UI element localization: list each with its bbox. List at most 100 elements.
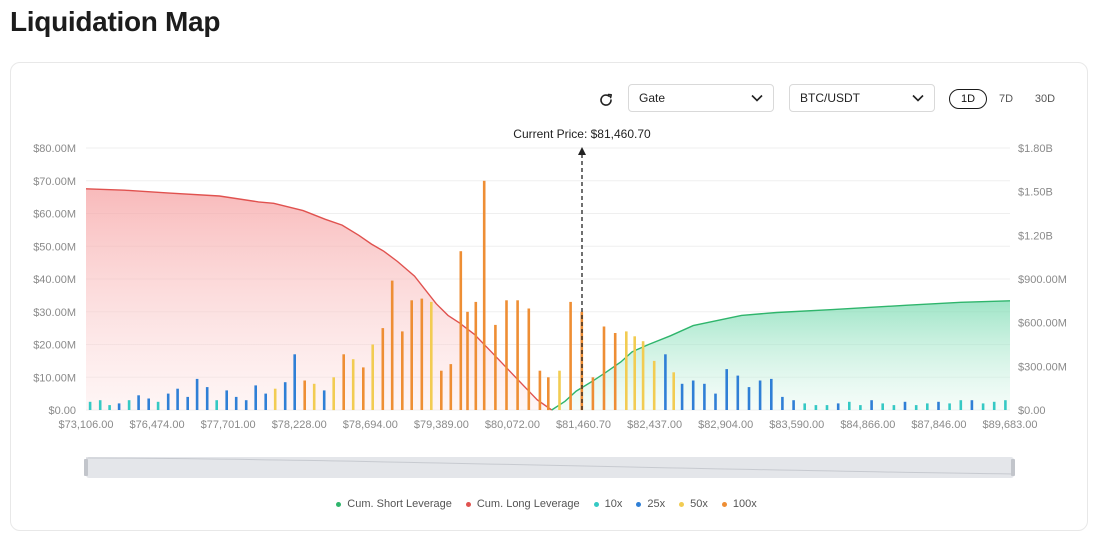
- y-left-tick-label: $50.00M: [33, 241, 76, 253]
- pair-value: BTC/USDT: [800, 91, 860, 105]
- bar-50x: [430, 301, 433, 410]
- bar-100x: [591, 377, 595, 411]
- bar-10x: [1004, 400, 1007, 410]
- cum-long-line: [85, 188, 553, 411]
- bar-100x: [466, 311, 469, 411]
- bar-25x: [186, 396, 189, 410]
- bar-50x: [652, 360, 656, 410]
- bar-100x: [494, 324, 497, 410]
- bar-100x: [602, 326, 606, 410]
- bar-10x: [803, 403, 806, 410]
- bar-25x: [147, 398, 150, 410]
- y-right-tick-label: $0.00: [1018, 405, 1046, 417]
- bar-10x: [959, 400, 963, 410]
- bar-25x: [970, 400, 974, 410]
- legend-100x[interactable]: 100x: [721, 498, 757, 510]
- legend-dot: [636, 501, 642, 507]
- bar-50x: [672, 372, 675, 410]
- bar-100x: [569, 301, 572, 410]
- slider-left-handle[interactable]: [84, 459, 88, 476]
- cum-long-area: [86, 188, 552, 410]
- range-7d[interactable]: 7D: [998, 93, 1014, 105]
- x-tick-label: $82,437.00: [627, 419, 682, 431]
- x-tick-label: $82,904.00: [698, 419, 753, 431]
- bar-25x: [195, 378, 199, 410]
- bar-10x: [948, 403, 951, 410]
- bar-25x: [264, 393, 267, 410]
- y-left-tick-label: $0.00: [48, 405, 76, 417]
- slider-right-handle[interactable]: [1011, 459, 1015, 476]
- range-slider[interactable]: [84, 457, 1015, 478]
- legend-cum-short[interactable]: Cum. Short Leverage: [336, 498, 452, 510]
- bar-100x: [420, 298, 424, 410]
- bar-10x: [892, 405, 896, 410]
- bar-10x: [88, 401, 92, 410]
- range-30d[interactable]: 30D: [1034, 93, 1056, 105]
- current-price-label: Current Price: $81,460.70: [513, 127, 651, 141]
- y-right-tick-label: $300.00M: [1018, 361, 1067, 373]
- bar-100x: [482, 180, 486, 411]
- bar-25x: [176, 388, 179, 410]
- pair-select[interactable]: BTC/USDT: [789, 84, 935, 112]
- y-right-tick-label: $600.00M: [1018, 318, 1067, 330]
- legend-label: Cum. Short Leverage: [347, 498, 452, 510]
- x-tick-label: $83,590.00: [769, 419, 824, 431]
- x-tick-label: $84,866.00: [840, 419, 895, 431]
- legend-cum-long[interactable]: Cum. Long Leverage: [465, 498, 580, 510]
- legend-50x[interactable]: 50x: [679, 498, 708, 510]
- bar-100x: [440, 370, 443, 410]
- y-right-tick-label: $1.20B: [1018, 230, 1053, 242]
- bar-10x: [108, 405, 111, 410]
- legend-dot: [465, 501, 471, 507]
- bar-100x: [516, 300, 519, 410]
- legend-dot: [721, 501, 727, 507]
- bar-100x: [342, 354, 345, 410]
- bar-25x: [166, 393, 170, 410]
- bar-10x: [992, 401, 996, 410]
- bar-100x: [613, 333, 617, 410]
- bar-25x: [747, 387, 751, 410]
- bar-25x: [244, 400, 248, 410]
- x-tick-label: $80,072.00: [485, 419, 540, 431]
- legend-dot: [336, 501, 342, 507]
- bar-10x: [881, 403, 884, 410]
- bar-25x: [903, 401, 907, 410]
- bar-50x: [625, 331, 628, 410]
- bar-25x: [205, 387, 209, 410]
- legend-10x[interactable]: 10x: [593, 498, 623, 510]
- legend-label: 10x: [604, 498, 623, 510]
- exchange-select[interactable]: Gate: [628, 84, 774, 112]
- bar-50x: [641, 341, 645, 410]
- y-left-tick-label: $80.00M: [33, 143, 76, 155]
- bar-25x: [322, 390, 326, 410]
- bar-25x: [725, 369, 728, 410]
- x-tick-label: $78,228.00: [272, 419, 327, 431]
- bar-25x: [293, 354, 296, 410]
- bar-50x: [371, 344, 374, 410]
- y-left-tick-label: $30.00M: [33, 307, 76, 319]
- bar-100x: [538, 370, 542, 410]
- bar-25x: [234, 396, 238, 410]
- legend-dot: [679, 501, 685, 507]
- y-right-tick-label: $1.80B: [1018, 143, 1053, 155]
- legend-label: 25x: [647, 498, 666, 510]
- bar-50x: [558, 370, 561, 410]
- bar-10x: [215, 400, 218, 410]
- refresh-icon[interactable]: [596, 90, 616, 110]
- bar-25x: [770, 378, 773, 410]
- bar-100x: [449, 364, 453, 410]
- x-tick-label: $78,694.00: [343, 419, 398, 431]
- x-tick-label: $79,389.00: [414, 419, 469, 431]
- legend-label: Cum. Long Leverage: [476, 498, 580, 510]
- bar-50x: [312, 383, 316, 410]
- current-price-arrow-icon: [578, 147, 586, 155]
- range-1d[interactable]: 1D: [949, 89, 987, 109]
- bar-10x: [926, 403, 929, 410]
- y-left-tick-label: $10.00M: [33, 372, 76, 384]
- bar-100x: [362, 367, 365, 410]
- bar-25x: [781, 396, 784, 410]
- bar-25x: [792, 400, 795, 410]
- y-left-tick-label: $40.00M: [33, 274, 76, 286]
- x-tick-label: $87,846.00: [911, 419, 966, 431]
- legend-25x[interactable]: 25x: [636, 498, 665, 510]
